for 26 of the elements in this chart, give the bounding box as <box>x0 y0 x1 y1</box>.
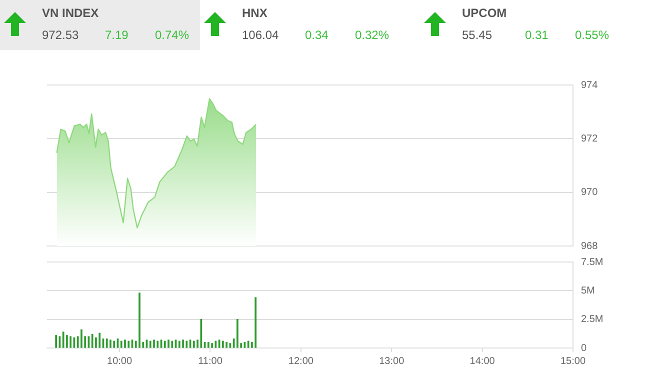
y-tick-label: 7.5M <box>581 256 604 268</box>
y-tick-label: 0 <box>581 342 587 354</box>
text: 0.31 <box>525 28 548 42</box>
text: HNX <box>242 6 268 20</box>
y-tick-label: 968 <box>581 240 598 252</box>
text: 972.53 <box>42 28 79 42</box>
y-tick-label: 5M <box>581 285 595 296</box>
text: 0.55% <box>575 28 610 42</box>
text: 106.04 <box>242 28 279 42</box>
text: 0.74% <box>155 28 190 42</box>
x-tick-label: 12:00 <box>288 356 314 367</box>
y-tick-label: 2.5M <box>581 314 604 326</box>
text: 7.19 <box>105 28 128 42</box>
x-tick-label: 13:00 <box>379 356 405 367</box>
text: VN INDEX <box>42 6 99 20</box>
text: 55.45 <box>462 28 492 42</box>
x-tick-label: 15:00 <box>560 356 586 367</box>
y-tick-label: 970 <box>581 187 598 198</box>
text: 0.34 <box>305 28 328 42</box>
x-tick-label: 10:00 <box>107 356 132 367</box>
x-tick-label: 11:00 <box>198 356 223 367</box>
y-tick-label: 972 <box>581 133 598 144</box>
text: 0.32% <box>355 28 390 42</box>
text: UPCOM <box>462 6 507 20</box>
x-tick-label: 14:00 <box>470 356 496 367</box>
y-tick-label: 974 <box>581 80 598 91</box>
